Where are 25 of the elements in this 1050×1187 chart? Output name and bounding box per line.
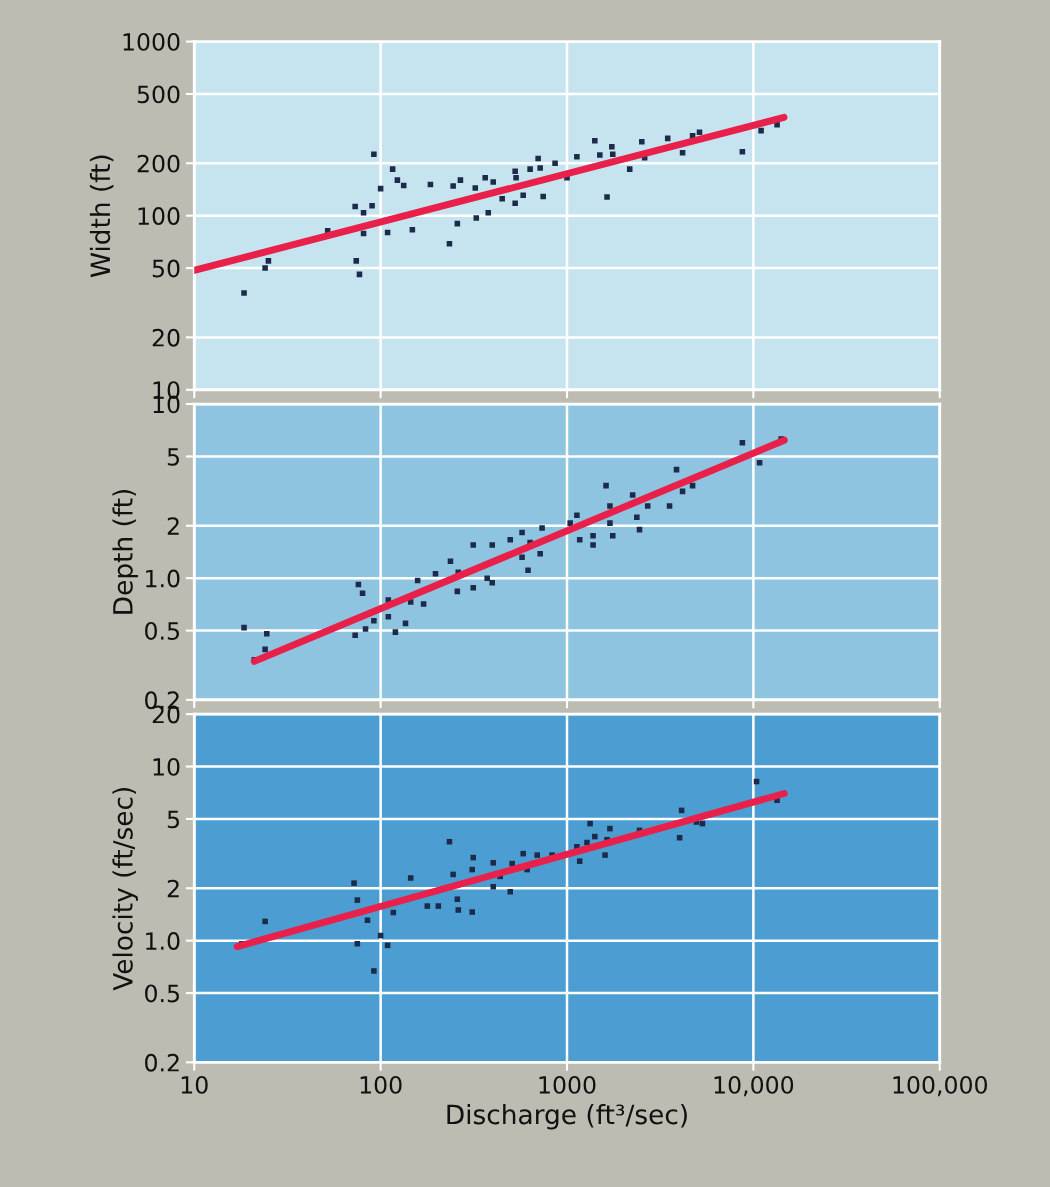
y-axis-title: Depth (ft) bbox=[112, 489, 138, 614]
y-tick-label: 5 bbox=[167, 810, 179, 829]
y-tick-label: 0.5 bbox=[145, 622, 179, 640]
y-tick-label: 100 bbox=[138, 207, 180, 225]
y-tick-label: 2 bbox=[167, 879, 179, 898]
x-tick-label: 100 bbox=[360, 1075, 402, 1094]
y-tick-label: 1.0 bbox=[146, 932, 180, 950]
y-tick-label: 1000 bbox=[123, 32, 180, 51]
y-tick-label: 0.2 bbox=[145, 1053, 179, 1072]
x-axis-title: Discharge (ft³/sec) bbox=[447, 1103, 687, 1130]
y-tick-label: 500 bbox=[137, 85, 180, 104]
y-tick-label: 2 bbox=[167, 517, 179, 535]
y-tick-label: 0.5 bbox=[145, 984, 179, 1003]
y-tick-label: 5 bbox=[167, 448, 179, 466]
y-axis-title: Width (ft) bbox=[89, 155, 114, 278]
y-tick-label: 1.0 bbox=[146, 569, 180, 588]
y-axis-title: Velocity (ft/sec) bbox=[112, 787, 138, 991]
y-tick-label: 200 bbox=[137, 154, 180, 173]
y-tick-label: 20 bbox=[152, 328, 180, 347]
x-tick-label: 10,000 bbox=[714, 1075, 794, 1097]
y-tick-label: 10 bbox=[153, 757, 180, 776]
x-tick-label: 10 bbox=[181, 1075, 208, 1094]
x-tick-label: 1000 bbox=[539, 1075, 596, 1094]
x-tick-label: 100,000 bbox=[893, 1075, 987, 1097]
y-tick-label: 50 bbox=[152, 259, 180, 278]
